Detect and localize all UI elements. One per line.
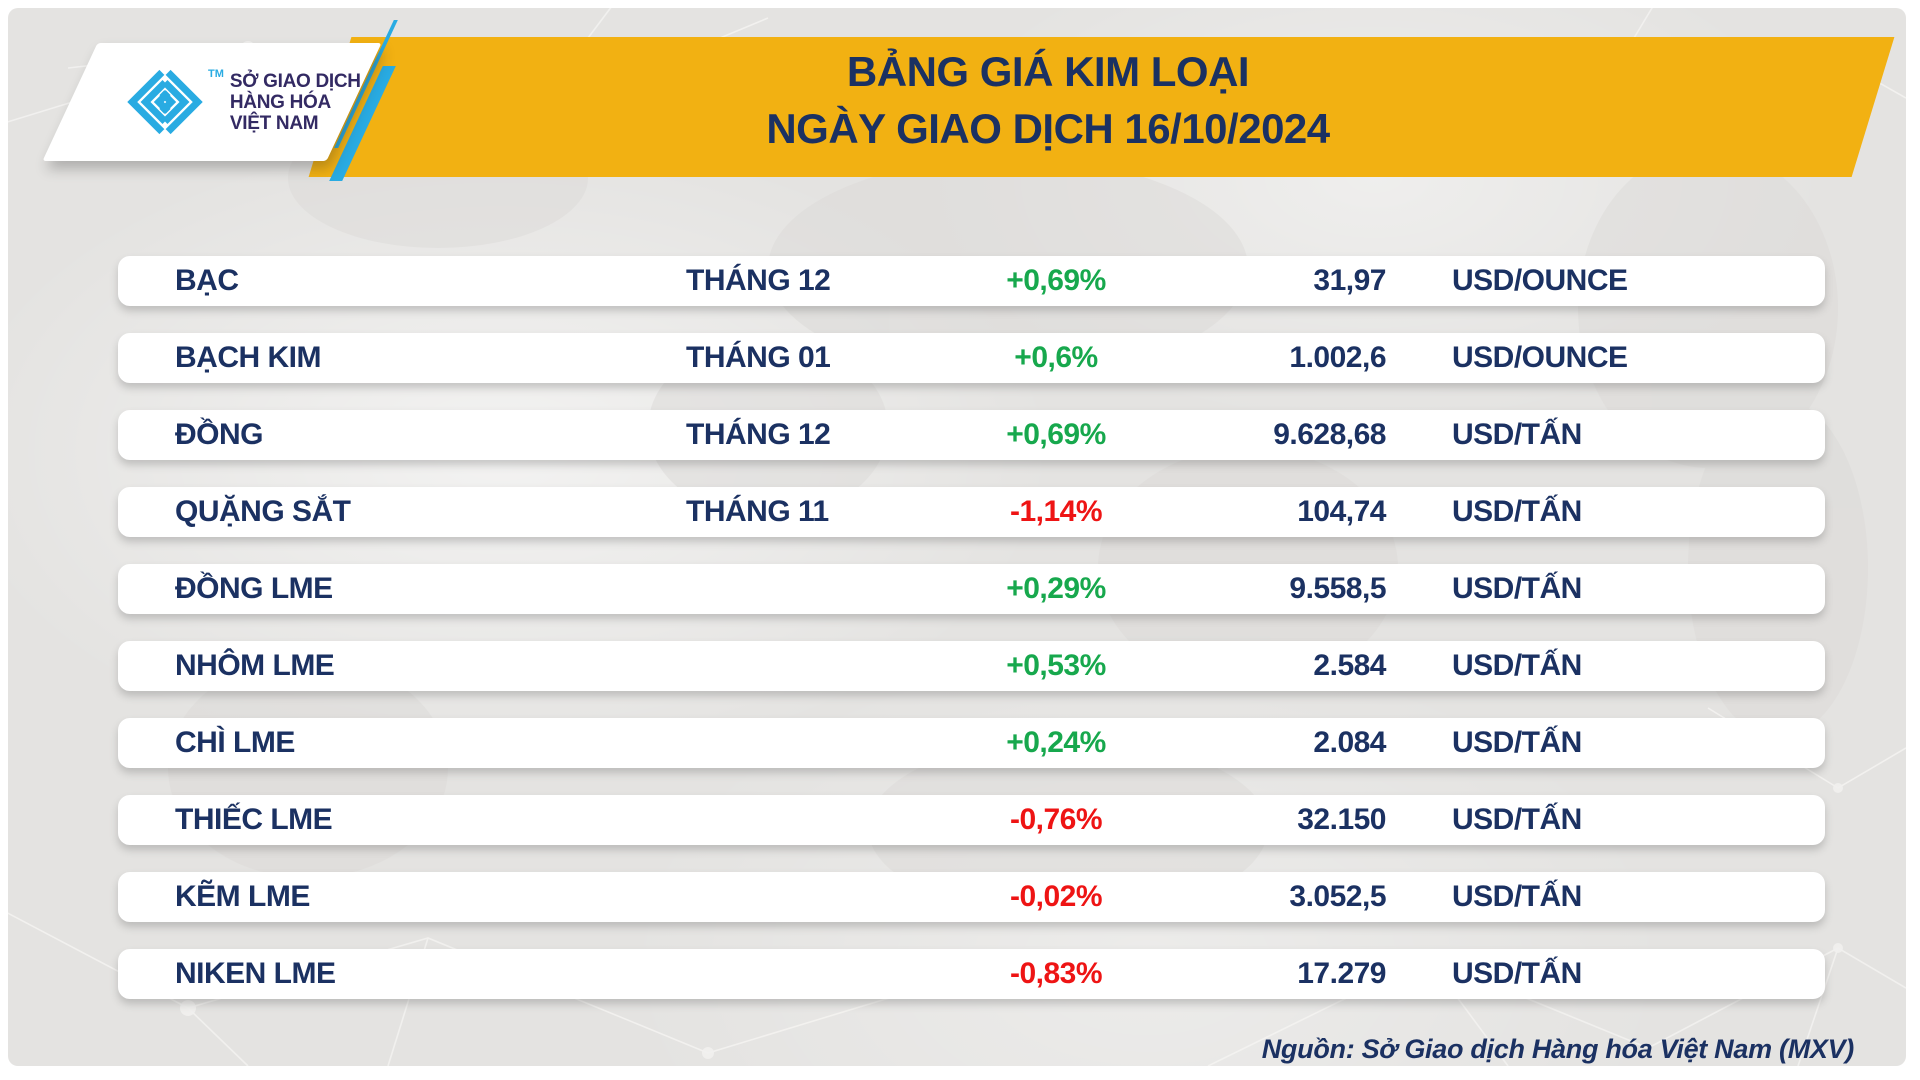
price-table: BẠC THÁNG 12 +0,69% 31,97 USD/OUNCE BẠCH… (118, 256, 1825, 1026)
logo-org-line2: HÀNG HÓA (229, 91, 331, 113)
table-row: ĐỒNG THÁNG 12 +0,69% 9.628,68 USD/TẤN (118, 410, 1825, 460)
contract-month: THÁNG 12 (686, 264, 831, 297)
table-row: NIKEN LME -0,83% 17.279 USD/TẤN (118, 949, 1825, 999)
page-title: BẢNG GIÁ KIM LOẠI NGÀY GIAO DỊCH 16/10/2… (328, 43, 1768, 157)
change-percent: -0,83% (1009, 957, 1103, 990)
trademark-label: TM (208, 68, 224, 80)
price-value: 104,74 (1297, 495, 1386, 528)
commodity-name: KẼM LME (175, 880, 310, 913)
price-value: 9.628,68 (1273, 418, 1386, 451)
price-value: 17.279 (1297, 957, 1386, 990)
price-value: 31,97 (1313, 264, 1386, 297)
mxv-logo: TM SỞ GIAO DỊCH HÀNG HÓA VIỆT NAM (126, 66, 361, 138)
price-value: 2.584 (1313, 649, 1386, 682)
commodity-name: NHÔM LME (175, 649, 335, 682)
change-percent: -0,76% (1009, 803, 1103, 836)
price-unit: USD/TẤN (1452, 803, 1582, 836)
change-percent: +0,24% (1006, 726, 1106, 759)
table-row: ĐỒNG LME +0,29% 9.558,5 USD/TẤN (118, 564, 1825, 614)
change-percent: +0,6% (1014, 341, 1098, 374)
board-background: BẢNG GIÁ KIM LOẠI NGÀY GIAO DỊCH 16/10/2… (8, 8, 1906, 1066)
logo-org-name: SỞ GIAO DỊCH HÀNG HÓA VIỆT NAM (230, 71, 361, 134)
mxv-chevron-icon (127, 69, 203, 135)
commodity-name: CHÌ LME (175, 726, 295, 759)
price-value: 9.558,5 (1289, 572, 1386, 605)
table-row: KẼM LME -0,02% 3.052,5 USD/TẤN (118, 872, 1825, 922)
commodity-name: BẠCH KIM (175, 341, 322, 374)
commodity-name: ĐỒNG (175, 418, 264, 451)
price-unit: USD/TẤN (1452, 495, 1582, 528)
change-percent: +0,69% (1006, 264, 1106, 297)
commodity-name: BẠC (175, 264, 239, 297)
commodity-name: QUẶNG SẮT (175, 495, 351, 528)
table-row: NHÔM LME +0,53% 2.584 USD/TẤN (118, 641, 1825, 691)
table-row: CHÌ LME +0,24% 2.084 USD/TẤN (118, 718, 1825, 768)
table-row: BẠC THÁNG 12 +0,69% 31,97 USD/OUNCE (118, 256, 1825, 306)
change-percent: +0,53% (1006, 649, 1106, 682)
price-value: 2.084 (1313, 726, 1386, 759)
change-percent: -0,02% (1009, 880, 1103, 913)
commodity-name: THIẾC LME (175, 803, 333, 836)
commodity-name: NIKEN LME (175, 957, 336, 990)
change-percent: -1,14% (1009, 495, 1103, 528)
price-value: 32.150 (1297, 803, 1386, 836)
price-unit: USD/TẤN (1452, 726, 1582, 759)
logo-org-line3: VIỆT NAM (229, 112, 319, 134)
price-value: 3.052,5 (1289, 880, 1386, 913)
commodity-name: ĐỒNG LME (175, 572, 333, 605)
price-unit: USD/OUNCE (1452, 341, 1628, 374)
change-percent: +0,69% (1006, 418, 1106, 451)
price-unit: USD/TẤN (1452, 649, 1582, 682)
change-percent: +0,29% (1006, 572, 1106, 605)
contract-month: THÁNG 11 (686, 495, 829, 528)
price-value: 1.002,6 (1289, 341, 1386, 374)
contract-month: THÁNG 01 (686, 341, 831, 374)
price-unit: USD/OUNCE (1452, 264, 1628, 297)
price-unit: USD/TẤN (1452, 418, 1582, 451)
contract-month: THÁNG 12 (686, 418, 831, 451)
source-credit: Nguồn: Sở Giao dịch Hàng hóa Việt Nam (M… (1261, 1034, 1855, 1064)
page-title-line2: NGÀY GIAO DỊCH 16/10/2024 (766, 105, 1330, 152)
table-row: THIẾC LME -0,76% 32.150 USD/TẤN (118, 795, 1825, 845)
table-row: QUẶNG SẮT THÁNG 11 -1,14% 104,74 USD/TẤN (118, 487, 1825, 537)
logo-org-line1: SỞ GIAO DỊCH (229, 70, 361, 92)
price-unit: USD/TẤN (1452, 957, 1582, 990)
page-title-line1: BẢNG GIÁ KIM LOẠI (846, 48, 1250, 95)
price-unit: USD/TẤN (1452, 880, 1582, 913)
price-unit: USD/TẤN (1452, 572, 1582, 605)
table-row: BẠCH KIM THÁNG 01 +0,6% 1.002,6 USD/OUNC… (118, 333, 1825, 383)
